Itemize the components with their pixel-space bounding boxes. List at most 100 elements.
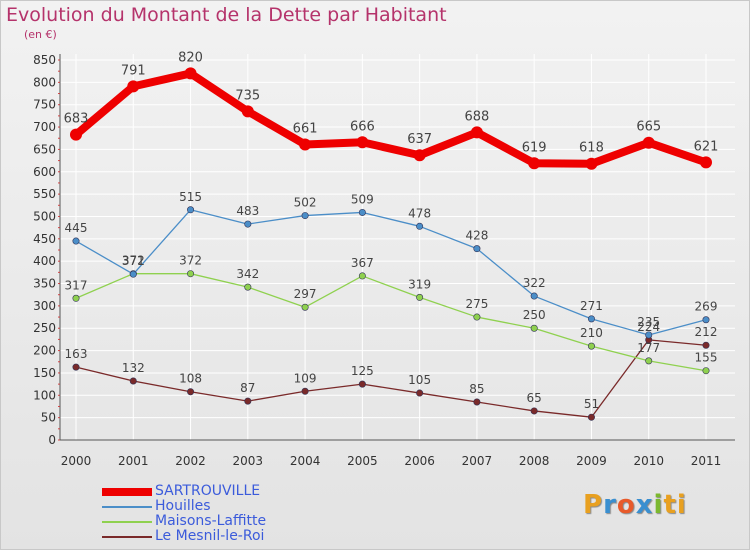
chart-subtitle: (en €) [24,28,57,41]
data-label: 791 [121,63,146,78]
data-point [301,387,309,395]
x-tick-label: 2000 [61,454,92,468]
data-point [299,138,312,151]
y-tick-label: 350 [33,277,56,291]
data-label: 317 [65,278,88,292]
x-tick-label: 2004 [290,454,321,468]
y-tick-label: 300 [33,299,56,313]
series-line-3 [75,339,707,418]
data-label: 478 [408,206,431,220]
data-point [127,80,140,93]
data-label: 275 [465,297,488,311]
data-point [301,212,309,220]
legend-swatch [102,505,152,508]
chart-legend: SARTROUVILLE Houilles Maisons-Laffitte Le M… [102,484,266,544]
data-point [244,220,252,228]
logo-letter: t [663,490,677,520]
legend-item: Le Mesnil-le-Roi [102,529,266,544]
data-label: 621 [694,139,719,154]
y-tick-label: 650 [33,142,56,156]
y-tick-label: 550 [33,187,56,201]
data-label: 87 [240,381,255,395]
x-tick-label: 2005 [347,454,378,468]
legend-swatch [102,535,152,538]
y-tick-label: 700 [33,120,56,134]
logo-letter: P [583,490,604,520]
data-label: 108 [179,372,202,386]
data-label: 683 [64,112,89,127]
data-point [473,313,481,321]
plot-area [60,54,735,440]
y-tick-label: 0 [48,433,56,447]
series-line-1 [75,209,707,336]
data-point [642,136,655,149]
chart-title: Evolution du Montant de la Dette par Hab… [6,4,447,26]
data-label: 297 [294,287,317,301]
data-label: 372 [122,254,145,268]
data-point [301,303,309,311]
data-point [187,388,195,396]
data-point [702,316,710,324]
x-tick-label: 2011 [691,454,722,468]
logo-letter: o [616,490,636,520]
data-label: 509 [351,192,374,206]
x-tick-label: 2001 [118,454,149,468]
y-tick-label: 400 [33,254,56,268]
legend-swatch [102,520,152,523]
x-tick-label: 2006 [404,454,435,468]
data-label: 271 [580,299,603,313]
legend-label: Houilles [155,498,211,514]
legend-item: Houilles [102,499,266,514]
data-label: 51 [584,397,599,411]
data-point [358,380,366,388]
data-label: 65 [527,391,542,405]
data-point [702,341,710,349]
data-label: 109 [294,371,317,385]
logo-letter: i [676,490,687,520]
legend-swatch [102,487,152,496]
logo-letter: x [635,490,654,520]
data-label: 618 [579,141,604,156]
data-point [473,245,481,253]
legend-item: Maisons-Laffitte [102,514,266,529]
y-tick-label: 750 [33,98,56,112]
data-label: 235 [637,315,660,329]
data-label: 502 [294,196,317,210]
data-point [470,126,483,139]
x-tick-label: 2007 [462,454,493,468]
data-point [244,397,252,405]
data-label: 367 [351,256,374,270]
data-label: 371 [122,254,145,268]
data-point [72,294,80,302]
legend-label: SARTROUVILLE [155,483,261,499]
data-point [587,315,595,323]
data-label: 269 [695,300,718,314]
data-point [356,136,369,149]
y-tick-label: 100 [33,388,56,402]
y-tick-label: 850 [33,53,56,67]
data-point [129,377,137,385]
data-label: 666 [350,119,375,134]
data-point [416,389,424,397]
data-point [413,149,426,162]
y-tick-label: 500 [33,209,56,223]
data-label: 163 [65,347,88,361]
data-point [473,398,481,406]
data-point [72,237,80,245]
y-tick-label: 250 [33,321,56,335]
data-label: 177 [637,341,660,355]
data-label: 132 [122,361,145,375]
x-tick-label: 2008 [519,454,550,468]
data-label: 515 [179,190,202,204]
data-point [702,367,710,375]
data-label: 210 [580,326,603,340]
data-label: 85 [469,382,484,396]
data-point [530,407,538,415]
data-point [587,342,595,350]
data-point [645,331,653,339]
data-point [358,208,366,216]
data-point [587,413,595,421]
y-tick-label: 450 [33,232,56,246]
legend-label: Le Mesnil-le-Roi [155,528,265,544]
legend-label: Maisons-Laffitte [155,513,267,529]
